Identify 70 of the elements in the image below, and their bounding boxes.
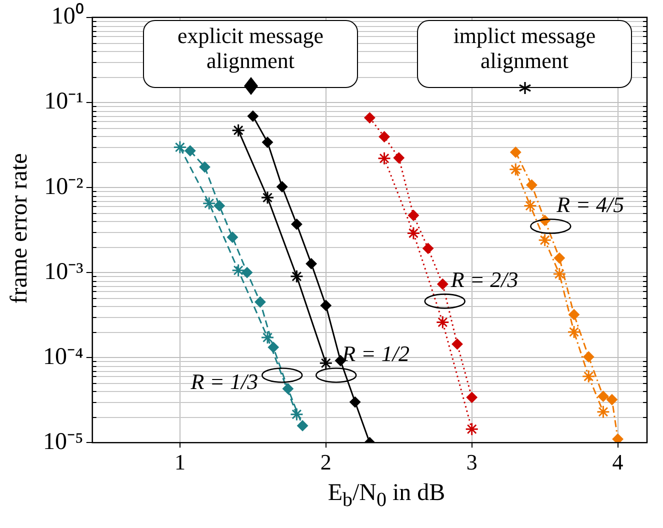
point — [247, 110, 258, 122]
annotation: explicit message alignment — [176, 23, 324, 73]
y-axis-title: frame error rate — [6, 152, 34, 306]
x-tick-label: 2 — [320, 450, 332, 475]
point — [508, 162, 522, 176]
point — [282, 383, 294, 394]
point — [334, 355, 346, 366]
y-tick-label: 10⁻⁴ — [42, 344, 84, 370]
point — [297, 420, 308, 432]
x-tick-label: 4 — [612, 450, 624, 475]
point — [290, 408, 304, 422]
point — [612, 434, 624, 443]
point — [306, 258, 317, 270]
point — [552, 267, 566, 281]
y-tick-label: 10⁻¹ — [44, 88, 84, 115]
point — [510, 146, 522, 158]
point — [173, 140, 187, 154]
point — [526, 179, 538, 190]
point — [466, 392, 478, 403]
point — [290, 270, 304, 284]
point — [260, 330, 274, 344]
point — [568, 309, 580, 320]
point — [232, 264, 246, 278]
point — [262, 136, 274, 148]
point — [320, 300, 332, 311]
point — [364, 112, 376, 124]
point — [408, 210, 419, 221]
point — [436, 316, 450, 330]
point — [254, 296, 266, 308]
point — [606, 394, 618, 406]
point — [319, 356, 333, 370]
point — [554, 252, 565, 264]
point — [538, 233, 552, 247]
point — [184, 145, 196, 156]
point — [226, 232, 238, 243]
annotation: R = 1/3 — [190, 368, 258, 394]
point — [199, 162, 210, 173]
point — [378, 152, 392, 166]
point — [378, 131, 390, 142]
point — [276, 181, 288, 192]
y-tick-label: 10⁰ — [51, 2, 84, 30]
annotation: implict message alignment — [452, 23, 597, 73]
point — [214, 200, 225, 212]
y-tick-label: 10⁻² — [44, 174, 84, 200]
point — [598, 390, 609, 402]
point — [437, 278, 448, 290]
point — [567, 325, 581, 339]
y-tick-label: 10⁻⁵ — [42, 428, 84, 455]
point — [260, 190, 274, 204]
point — [232, 124, 246, 138]
point — [452, 338, 463, 350]
point — [523, 198, 537, 212]
point — [406, 226, 420, 240]
x-tick-label: 3 — [466, 450, 478, 475]
x-tick-label: 1 — [174, 450, 186, 475]
point — [242, 267, 253, 278]
y-tick-label: 10⁻³ — [44, 258, 84, 285]
point — [291, 218, 302, 230]
point — [596, 405, 610, 419]
point — [465, 422, 479, 436]
point — [582, 370, 596, 384]
point — [583, 351, 594, 362]
point — [422, 242, 434, 254]
point — [393, 152, 404, 164]
annotation: R = 2/3 — [450, 266, 518, 292]
point — [268, 342, 279, 353]
point — [350, 396, 361, 408]
point — [202, 196, 216, 210]
annotation: R = 4/5 — [556, 192, 624, 218]
x-axis-title: E$_{b}$/N$_{0}$ in dB — [326, 480, 446, 512]
